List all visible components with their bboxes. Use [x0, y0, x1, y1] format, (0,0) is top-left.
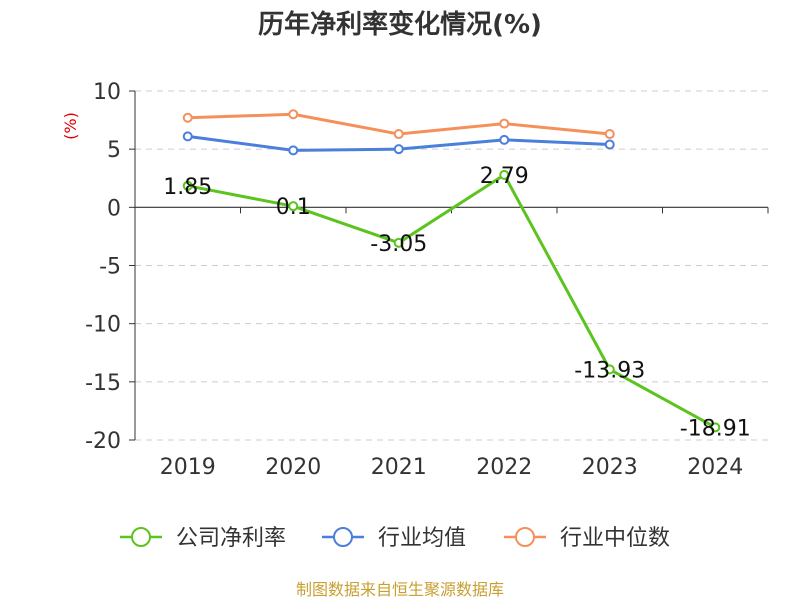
y-axis-unit-label: (%): [61, 112, 80, 140]
legend-label: 公司净利率: [176, 526, 286, 551]
series-point: [499, 169, 510, 180]
y-tick-label: -10: [85, 313, 121, 338]
source-note: 制图数据来自恒生聚源数据库: [296, 580, 504, 599]
series-point: [288, 145, 299, 156]
x-tick-label: 2023: [582, 455, 638, 480]
x-tick-label: 2022: [476, 455, 532, 480]
legend-item[interactable]: 公司净利率: [120, 526, 286, 551]
legend-marker: [333, 527, 353, 547]
series-points: [182, 109, 721, 433]
x-tick-label: 2024: [687, 455, 743, 480]
legend-marker: [515, 527, 535, 547]
series-line: [187, 173, 716, 429]
data-label: -3.05: [370, 232, 427, 257]
y-tick-label: -20: [85, 429, 121, 454]
y-tick-label: 0: [107, 196, 121, 221]
x-tick-label: 2020: [265, 455, 321, 480]
data-label: 0.1: [276, 195, 311, 220]
series-point: [604, 129, 615, 140]
legend-label: 行业均值: [378, 526, 466, 551]
series-point: [182, 180, 193, 191]
legend-marker: [131, 527, 151, 547]
series-point: [288, 109, 299, 120]
y-tick-labels: 10 5 0 -5 -10 -15 -20: [85, 80, 121, 454]
series-point: [604, 364, 615, 375]
legend-item[interactable]: 行业中位数: [504, 526, 670, 551]
y-tick-label: -5: [99, 255, 121, 280]
series-point: [182, 131, 193, 142]
data-labels: 1.85 0.1 -3.05 2.79 -13.93 -18.91: [163, 164, 750, 441]
series-point: [182, 112, 193, 123]
series-point: [393, 129, 404, 140]
series-point: [393, 144, 404, 155]
y-tick-label: 5: [107, 138, 121, 163]
series-point: [288, 201, 299, 212]
legend-label: 行业中位数: [560, 526, 670, 551]
series-point: [604, 139, 615, 150]
data-label: 1.85: [163, 175, 212, 200]
x-tick-label: 2019: [160, 455, 216, 480]
series-point: [393, 237, 404, 248]
legend-item[interactable]: 行业均值: [322, 526, 466, 551]
x-tick-labels: 2019 2020 2021 2022 2023 2024: [160, 455, 744, 480]
series-point: [499, 134, 510, 145]
chart-title: 历年净利率变化情况(%): [258, 9, 542, 40]
series-point: [499, 118, 510, 129]
series-point: [710, 422, 721, 433]
legend[interactable]: 公司净利率 行业均值 行业中位数: [120, 526, 670, 551]
x-tick-label: 2021: [371, 455, 427, 480]
data-label: 2.79: [480, 164, 529, 189]
y-tick-label: 10: [93, 80, 121, 105]
data-label: -18.91: [680, 416, 751, 441]
y-tick-label: -15: [85, 371, 121, 396]
data-label: -13.93: [574, 358, 645, 383]
